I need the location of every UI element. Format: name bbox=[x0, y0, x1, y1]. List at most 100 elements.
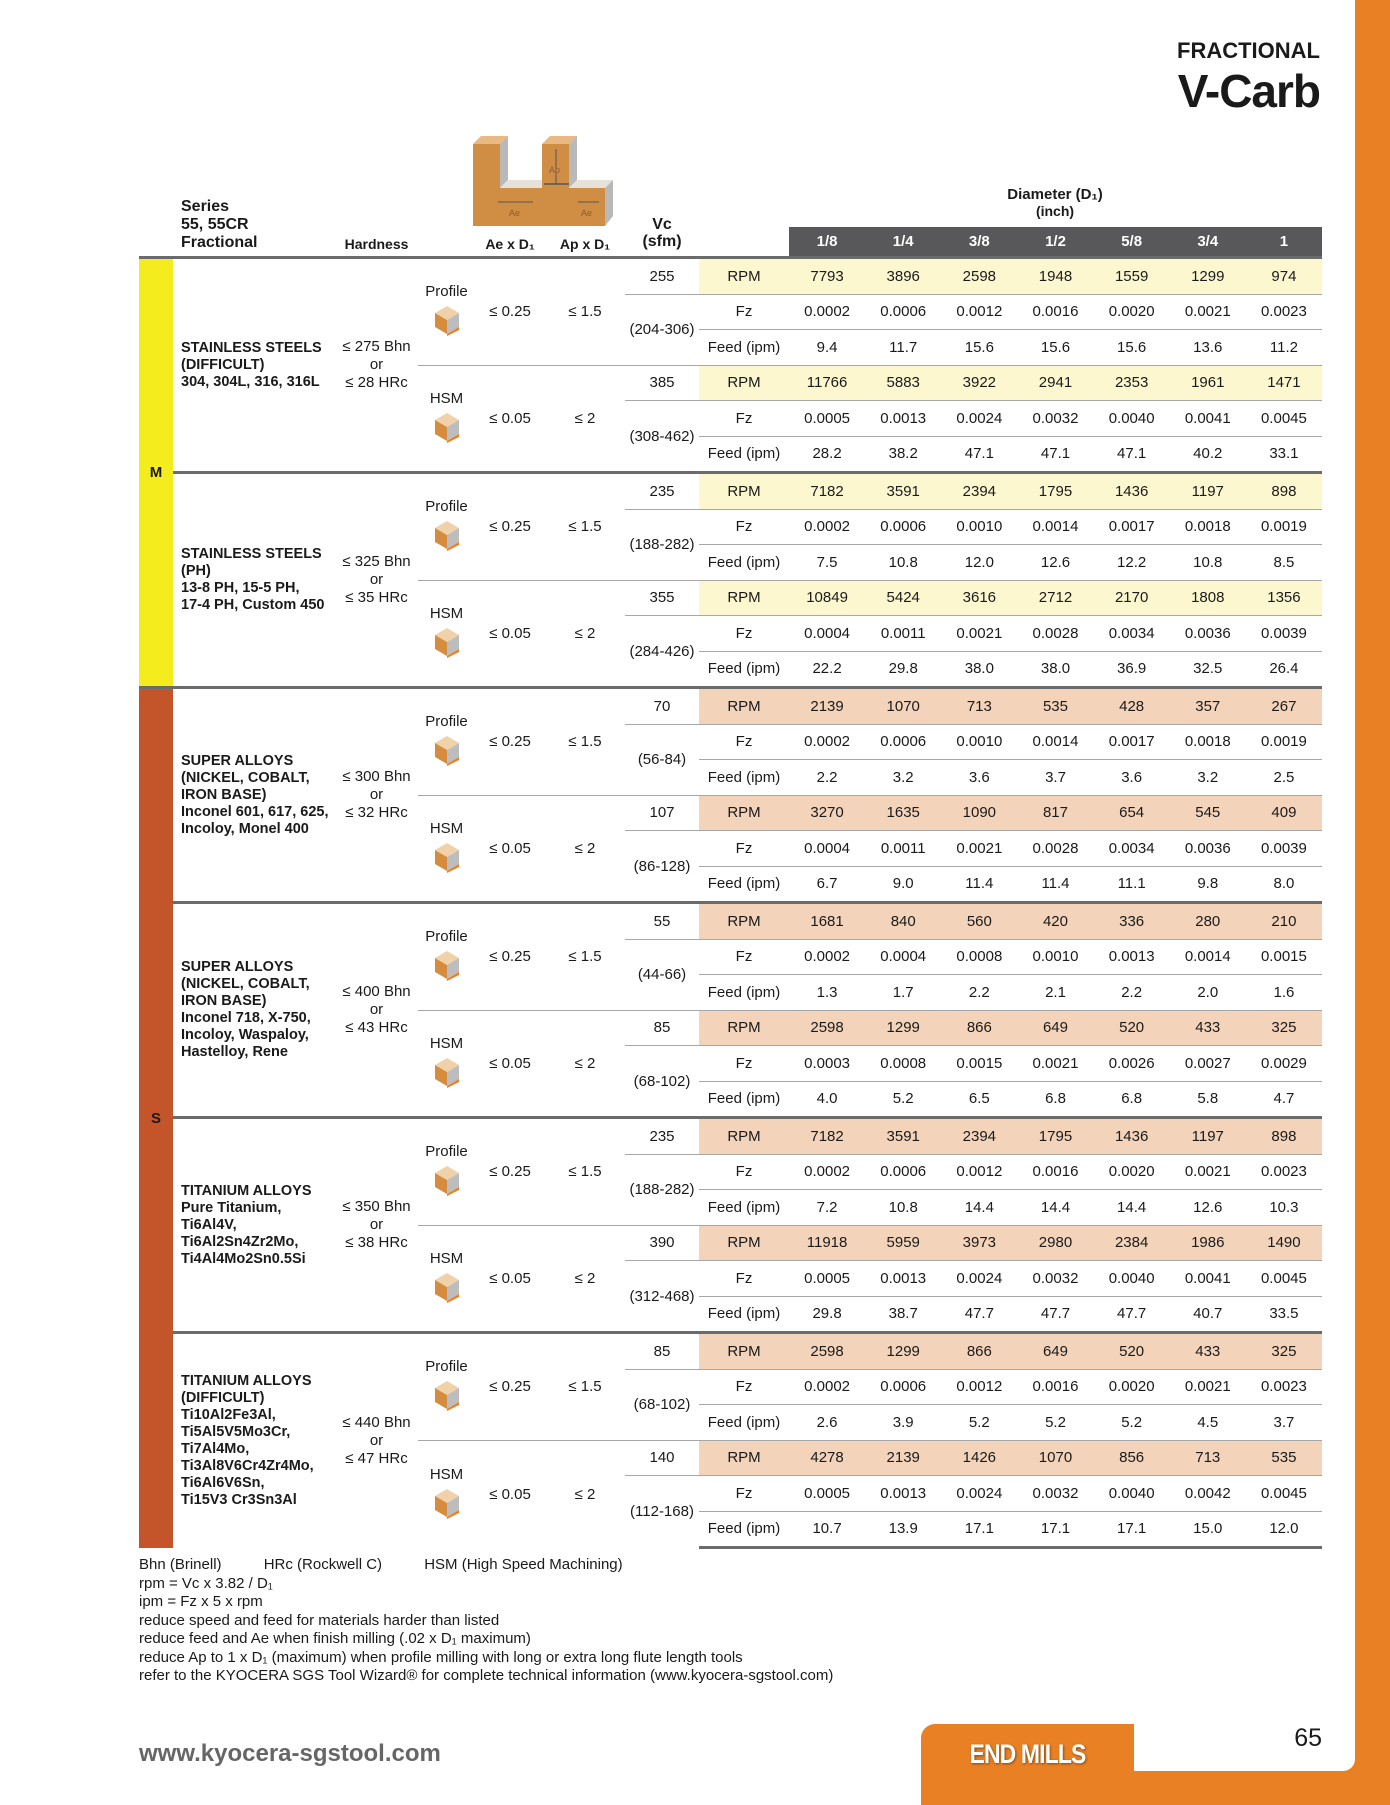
fz-value: 0.0008 bbox=[865, 1045, 942, 1081]
legend-hrc: HRc (Rockwell C) bbox=[263, 1556, 383, 1573]
series-header: Series 55, 55CR Fractional bbox=[181, 198, 257, 252]
table-row: HSM ≤ 0.05 ≤ 2 140 RPM 4278 2139 1426 1070 856 713… bbox=[139, 1439, 1322, 1548]
fz-value: 0.0006 bbox=[865, 1153, 942, 1190]
row-label-feed: Feed (ipm) bbox=[699, 329, 789, 365]
website-link[interactable]: www.kyocera-sgstool.com bbox=[139, 1740, 441, 1767]
row-label-rpm: RPM bbox=[699, 1224, 789, 1261]
page-corner bbox=[1134, 1724, 1355, 1771]
feed-value: 1.7 bbox=[865, 974, 942, 1010]
fz-value: 0.0045 bbox=[1245, 400, 1322, 436]
mode-label: Profile bbox=[425, 713, 468, 731]
rpm-value: 560 bbox=[941, 901, 1018, 939]
table-row: (204-306) Fz 0.0002 0.0006 0.0012 0.0016 0.002… bbox=[139, 293, 1322, 365]
material-name-line: STAINLESS STEELS bbox=[181, 546, 322, 562]
hardness-line: ≤ 275 Bhn bbox=[342, 338, 411, 355]
rpm-value: 2712 bbox=[1017, 579, 1094, 616]
row-label-rpm: RPM bbox=[699, 579, 789, 616]
fz-value: 0.0032 bbox=[1017, 1475, 1094, 1511]
machining-mode: HSM bbox=[418, 1439, 475, 1548]
fz-value: 0.0032 bbox=[1017, 400, 1094, 436]
hardness: ≤ 300 Bhn or ≤ 32 HRc bbox=[335, 686, 418, 903]
rpm-value: 428 bbox=[1093, 686, 1170, 724]
rpm-value: 545 bbox=[1169, 794, 1246, 831]
machining-mode: Profile bbox=[418, 471, 475, 580]
feed-value: 26.4 bbox=[1245, 650, 1322, 688]
feed-value: 10.8 bbox=[1169, 544, 1246, 580]
feed-value: 47.1 bbox=[1093, 435, 1170, 473]
ae-dimension-label: Ae bbox=[581, 208, 592, 218]
feed-value: 1.6 bbox=[1245, 974, 1322, 1010]
fz-value: 0.0020 bbox=[1093, 293, 1170, 330]
hardness-line: or bbox=[369, 356, 384, 373]
ap-value: ≤ 2 bbox=[545, 579, 625, 688]
diameter-header-cell: 5/8 bbox=[1121, 233, 1143, 250]
feed-value: 10.8 bbox=[865, 1189, 942, 1225]
material-name-line: Ti15V3 Cr3Sn3Al bbox=[181, 1491, 297, 1508]
vc-range: (188-282) bbox=[625, 508, 699, 580]
feed-value: 3.7 bbox=[1245, 1404, 1322, 1440]
ae-value: ≤ 0.05 bbox=[475, 794, 545, 903]
rpm-value: 325 bbox=[1245, 1009, 1322, 1046]
material-name-line: TITANIUM ALLOYS bbox=[181, 1372, 312, 1389]
feed-value: 29.8 bbox=[789, 1295, 866, 1333]
feed-value: 6.8 bbox=[1093, 1080, 1170, 1118]
diameter-header-cell: 1/4 bbox=[892, 233, 914, 250]
rpm-value: 1795 bbox=[1017, 471, 1094, 509]
rpm-value: 2353 bbox=[1093, 364, 1170, 401]
rpm-value: 7182 bbox=[789, 471, 866, 509]
rpm-value: 1795 bbox=[1017, 1116, 1094, 1154]
feed-value: 8.0 bbox=[1245, 865, 1322, 903]
fz-value: 0.0006 bbox=[865, 508, 942, 545]
feed-value: 10.7 bbox=[789, 1510, 866, 1549]
row-label-fz: Fz bbox=[699, 723, 789, 760]
section-tab-end-mills[interactable]: END MILLS bbox=[969, 1738, 1086, 1769]
table-row: (86-128) Fz 0.0004 0.0011 0.0021 0.0028 0.0034… bbox=[139, 830, 1322, 903]
feed-value: 5.2 bbox=[1017, 1404, 1094, 1440]
feed-value: 13.9 bbox=[865, 1510, 942, 1549]
ae-value: ≤ 0.25 bbox=[475, 901, 545, 1010]
rpm-value: 325 bbox=[1245, 1331, 1322, 1369]
hsm-cube-icon bbox=[432, 1272, 462, 1307]
machining-mode: HSM bbox=[418, 1224, 475, 1333]
table-row: Feed (ipm) 2.2 3.2 3.6 3.7 3.6 3.2 2.5 bbox=[139, 759, 1322, 795]
fz-value: 0.0002 bbox=[789, 723, 866, 760]
feed-value: 2.5 bbox=[1245, 759, 1322, 795]
feed-value: 11.4 bbox=[1017, 865, 1094, 903]
hardness-line: ≤ 43 HRc bbox=[345, 1019, 408, 1036]
fz-value: 0.0021 bbox=[1169, 1153, 1246, 1190]
mode-label: HSM bbox=[429, 1465, 464, 1483]
table-row: (308-462) Fz 0.0005 0.0013 0.0024 0.0032 0.004… bbox=[139, 400, 1322, 473]
feed-value: 3.7 bbox=[1017, 759, 1094, 795]
rpm-value: 535 bbox=[1017, 686, 1094, 724]
mode-label: Profile bbox=[425, 1143, 468, 1161]
rpm-value: 3973 bbox=[941, 1224, 1018, 1261]
ap-value: ≤ 1.5 bbox=[545, 1116, 625, 1225]
rpm-value: 1948 bbox=[1017, 256, 1094, 294]
fz-value: 0.0013 bbox=[865, 1475, 942, 1511]
rpm-value: 4278 bbox=[789, 1439, 866, 1476]
fz-value: 0.0015 bbox=[1245, 938, 1322, 975]
hardness-line: ≤ 47 HRc bbox=[345, 1449, 408, 1467]
feed-value: 4.0 bbox=[789, 1080, 866, 1118]
vc-value: 107 bbox=[625, 794, 699, 831]
rpm-value: 1986 bbox=[1169, 1224, 1246, 1261]
fz-value: 0.0013 bbox=[865, 400, 942, 436]
fz-value: 0.0024 bbox=[941, 1475, 1018, 1511]
rpm-value: 649 bbox=[1017, 1009, 1094, 1046]
row-label-rpm: RPM bbox=[699, 901, 789, 939]
hardness-header: Hardness bbox=[344, 236, 409, 252]
vc-value: 70 bbox=[625, 686, 699, 724]
feed-value: 3.9 bbox=[865, 1404, 942, 1440]
material-name: TITANIUM ALLOYS Pure Titanium, Ti6Al4V, Ti6… bbox=[173, 1116, 335, 1333]
fz-value: 0.0018 bbox=[1169, 508, 1246, 545]
feed-value: 11.7 bbox=[865, 329, 942, 365]
table-row: (112-168) Fz 0.0005 0.0013 0.0024 0.0032 0.004… bbox=[139, 1475, 1322, 1548]
note-line: reduce Ap to 1 x D₁ (maximum) when profi… bbox=[139, 1648, 743, 1666]
hsm-cube-icon bbox=[432, 627, 462, 662]
material-name-line: (NICKEL, COBALT, bbox=[181, 976, 310, 992]
row-label-fz: Fz bbox=[699, 1475, 789, 1511]
fz-value: 0.0016 bbox=[1017, 1368, 1094, 1405]
feed-value: 9.0 bbox=[865, 865, 942, 903]
machining-mode: HSM bbox=[418, 579, 475, 688]
material-name-line: (DIFFICULT) bbox=[181, 1389, 265, 1406]
